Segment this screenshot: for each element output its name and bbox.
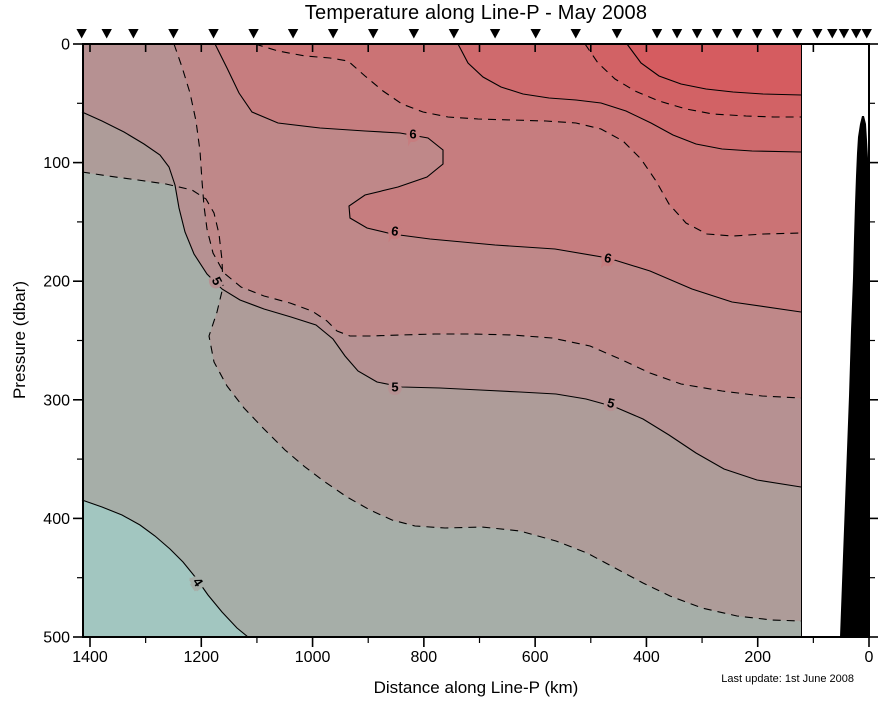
station-marker [731, 29, 743, 39]
station-marker [792, 29, 803, 39]
station-marker [368, 29, 379, 39]
station-marker [771, 29, 783, 39]
y-axis-title: Pressure (dbar) [10, 280, 29, 400]
station-marker [651, 29, 663, 39]
station-marker [287, 29, 299, 39]
station-marker [851, 29, 862, 39]
contour-line-7.5 [584, 43, 801, 118]
x-tick-label: 1400 [72, 649, 108, 666]
station-marker [711, 29, 723, 39]
chart-title: Temperature along Line-P - May 2008 [304, 2, 648, 24]
y-tick-label: 400 [43, 511, 70, 528]
contour-line-5 [81, 111, 802, 488]
station-marker [570, 29, 581, 39]
station-marker [128, 29, 139, 39]
contour-band-above-6 [83, 44, 801, 637]
y-tick-label: 500 [43, 630, 70, 647]
contour-line-6.5 [254, 43, 802, 237]
contour-line-5.5 [173, 43, 802, 399]
x-tick-label: 0 [865, 649, 874, 666]
x-tick-label: 800 [411, 649, 438, 666]
x-tick-label: 600 [522, 649, 549, 666]
station-marker [671, 29, 683, 39]
station-marker [838, 29, 850, 39]
y-tick-label: 200 [43, 274, 70, 291]
station-marker [751, 29, 763, 39]
contour-line-4 [81, 499, 249, 638]
x-tick-label: 1000 [295, 649, 331, 666]
y-tick-label: 300 [43, 392, 70, 409]
y-tick-label: 100 [43, 155, 70, 172]
contour-line-8 [626, 43, 802, 96]
station-marker [168, 29, 179, 39]
station-marker [448, 29, 460, 39]
station-marker [812, 29, 823, 39]
station-marker [208, 29, 219, 39]
x-tick-label: 400 [633, 649, 660, 666]
x-axis-title: Distance along Line-P (km) [373, 678, 579, 697]
contour-label-5: 5 [391, 380, 398, 395]
station-marker [489, 29, 501, 39]
station-marker [691, 29, 703, 39]
update-note: Last update: 1st June 2008 [721, 673, 854, 685]
station-marker [530, 29, 541, 39]
station-marker [827, 29, 838, 39]
x-tick-label: 200 [744, 649, 771, 666]
station-marker [408, 29, 420, 39]
land-silhouette [840, 116, 869, 637]
station-marker [76, 29, 87, 39]
station-marker [327, 29, 339, 39]
contour-line-4.5 [81, 171, 802, 622]
station-marker [861, 29, 872, 39]
contour-line-7 [457, 43, 802, 153]
station-marker [248, 29, 259, 39]
x-tick-label: 1200 [183, 649, 219, 666]
contour-label-6: 6 [409, 127, 416, 142]
station-marker [611, 29, 623, 39]
contour-line-6 [214, 43, 802, 313]
contour-band-above-7.5 [83, 44, 801, 637]
y-tick-label: 0 [61, 37, 70, 54]
station-marker [101, 29, 112, 39]
